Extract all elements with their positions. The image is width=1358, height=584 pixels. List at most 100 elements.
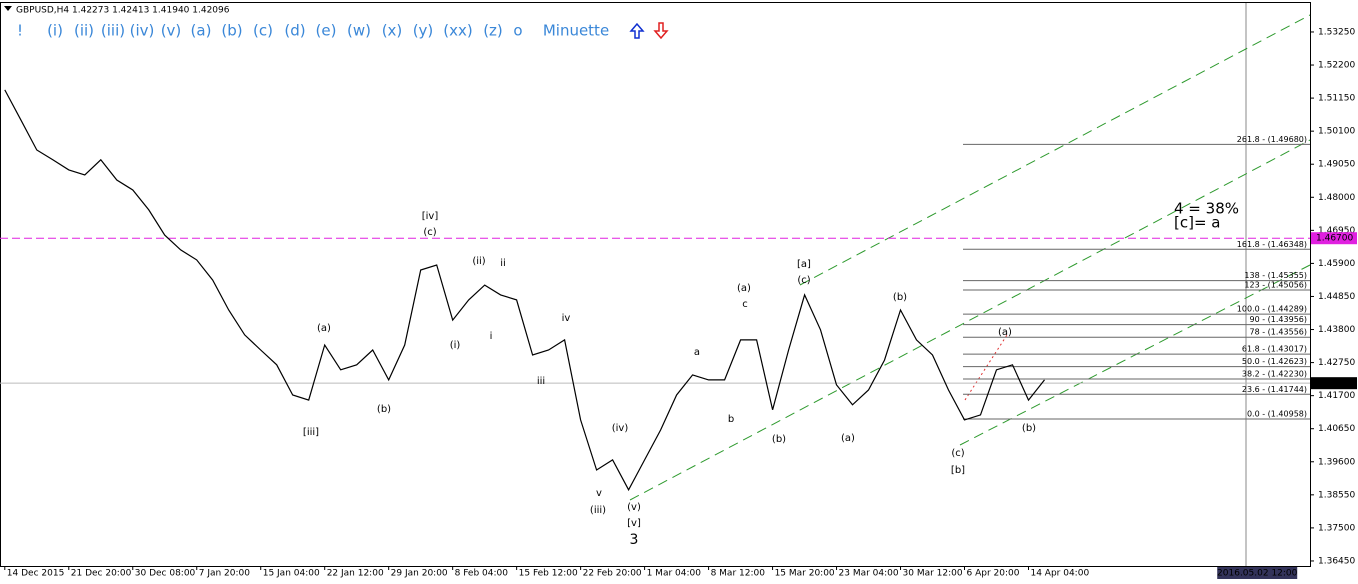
channel-line	[959, 264, 1311, 446]
x-tick-label: 15 Feb 12:00	[519, 569, 578, 579]
channel-line	[629, 139, 1311, 501]
toolbar-button[interactable]: o	[513, 22, 522, 40]
toolbar-button[interactable]: (iii)	[101, 22, 125, 40]
wave-label: (b)	[772, 434, 786, 445]
toolbar-button[interactable]: (v)	[161, 22, 182, 40]
wave-label: (b)	[893, 292, 907, 303]
price-line-series	[4, 89, 1045, 492]
toolbar-button[interactable]: (e)	[316, 22, 337, 40]
y-tick-label: 1.41700	[1318, 391, 1355, 401]
y-tick-label: 1.37500	[1318, 523, 1355, 533]
x-tick-label: 6 Apr 20:00	[967, 569, 1020, 579]
x-tick-label: 21 Dec 20:00	[71, 569, 132, 579]
fib-label: 78 - (1.43556)	[1250, 328, 1307, 337]
wave-label: (b)	[1022, 423, 1036, 434]
wave-label: iii	[537, 376, 545, 387]
y-tick-label: 1.50100	[1318, 127, 1355, 137]
x-tick-label: 7 Jan 20:00	[199, 569, 251, 579]
toolbar-button[interactable]: (xx)	[443, 22, 472, 40]
toolbar-button[interactable]: (y)	[413, 22, 434, 40]
toolbar-button[interactable]: (b)	[221, 22, 242, 40]
y-tick-label: 1.43800	[1318, 325, 1355, 335]
x-tick-label: 8 Feb 04:00	[455, 569, 509, 579]
x-tick-label: 30 Dec 08:00	[135, 569, 196, 579]
note: [c]= a	[1174, 214, 1220, 232]
y-tick-label: 1.39600	[1318, 457, 1355, 467]
y-tick-label: 1.52200	[1318, 61, 1355, 71]
y-tick-label: 1.49050	[1318, 160, 1355, 170]
toolbar-button[interactable]: (x)	[382, 22, 403, 40]
wave-label: (c)	[951, 448, 964, 459]
wave-label: (iii)	[590, 505, 606, 516]
up-arrow[interactable]	[629, 22, 645, 39]
channel-line	[799, 14, 1311, 286]
wave-label: 3	[630, 532, 639, 548]
fib-label: 50.0 - (1.42623)	[1242, 357, 1307, 366]
wave-label: (i)	[450, 340, 461, 351]
y-tick-label: 1.38550	[1318, 490, 1355, 500]
toolbar-button[interactable]: Minuette	[543, 22, 609, 40]
wave-label: [iii]	[303, 427, 319, 438]
note: 4 = 38%	[1174, 200, 1239, 218]
wave-label: [v]	[627, 518, 641, 529]
wave-label: ii	[500, 258, 506, 269]
menu-arrow[interactable]	[4, 6, 12, 11]
down-arrow[interactable]	[653, 22, 669, 40]
chart-title: GBPUSD,H4 1.42273 1.42413 1.41940 1.4209…	[16, 6, 230, 16]
wave-label: (a)	[841, 433, 855, 444]
wave-label: [b]	[951, 465, 965, 476]
wave-label: (c)	[423, 227, 436, 238]
fib-label: 0.0 - (1.40958)	[1247, 410, 1307, 419]
fib-label: 161.8 - (1.46348)	[1237, 240, 1307, 249]
wave-label: v	[596, 488, 602, 499]
y-tick-label: 1.53250	[1318, 27, 1355, 37]
x-tick-label: 14 Dec 2015	[7, 569, 65, 579]
wave-label: (b)	[377, 404, 391, 415]
plot-frame	[0, 2, 1311, 567]
fib-label: 261.8 - (1.49680)	[1237, 135, 1307, 144]
channel	[629, 14, 1311, 501]
y-tick-label: 1.44850	[1318, 292, 1355, 302]
wave-label: [a]	[797, 259, 811, 270]
wave-label: i	[490, 331, 493, 342]
toolbar-button[interactable]: (d)	[284, 22, 305, 40]
wave-label: [iv]	[422, 211, 439, 222]
x-cursor-box	[1217, 567, 1298, 579]
x-tick-label: 23 Mar 04:00	[839, 569, 899, 579]
toolbar-button[interactable]: (ii)	[74, 22, 94, 40]
toolbar-button[interactable]: (a)	[191, 22, 212, 40]
fib-label: 138 - (1.45355)	[1244, 271, 1307, 280]
x-tick-label: 30 Mar 12:00	[903, 569, 963, 579]
level-label: 1.46700	[1316, 234, 1353, 244]
y-tick-label: 1.40650	[1318, 424, 1355, 434]
wave-label: b	[728, 414, 734, 425]
wave-label: (a)	[317, 323, 331, 334]
x-tick-label: 22 Feb 20:00	[583, 569, 642, 579]
toolbar-button[interactable]: (w)	[347, 22, 371, 40]
toolbar-button[interactable]: (z)	[483, 22, 503, 40]
toolbar-button[interactable]: (c)	[253, 22, 273, 40]
price-label-box	[1311, 377, 1357, 390]
wave-label: (ii)	[472, 256, 485, 267]
x-tick-label: 14 Apr 04:00	[1030, 569, 1089, 579]
wave-label: iv	[562, 313, 571, 324]
wave-label: (a)	[737, 283, 751, 294]
fib-label: 23.6 - (1.41744)	[1242, 385, 1307, 394]
wave-label: (iv)	[612, 423, 629, 434]
toolbar-button[interactable]: (iv)	[130, 22, 155, 40]
wave-label: (c)	[797, 275, 810, 286]
toolbar-button[interactable]: (i)	[47, 22, 63, 40]
toolbar-button[interactable]: !	[17, 22, 23, 40]
x-tick-label: 1 Mar 04:00	[647, 569, 702, 579]
fib-label: 90 - (1.43956)	[1250, 315, 1307, 324]
wave-label: a	[694, 347, 700, 358]
x-tick-label: 8 Mar 12:00	[711, 569, 766, 579]
fib-label: 38.2 - (1.42230)	[1242, 369, 1307, 378]
y-tick-label: 1.36450	[1318, 556, 1355, 566]
x-tick-label: 15 Mar 20:00	[775, 569, 835, 579]
x-tick-label: 22 Jan 12:00	[327, 569, 384, 579]
x-tick-label: 29 Jan 20:00	[391, 569, 448, 579]
x-tick-label: 15 Jan 04:00	[263, 569, 320, 579]
